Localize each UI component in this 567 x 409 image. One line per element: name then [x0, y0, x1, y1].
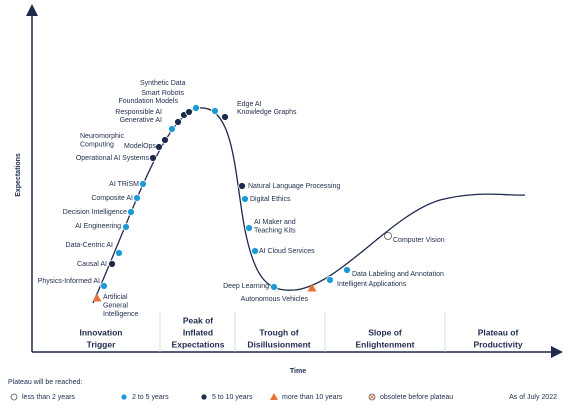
as-of: As of July 2022	[509, 394, 557, 401]
marker	[122, 223, 130, 231]
marker	[384, 232, 392, 240]
legend-title: Plateau will be reached:	[8, 379, 82, 386]
technology-label: AI TRiSM	[109, 181, 139, 188]
phase-label: Inflated	[183, 327, 213, 337]
marker	[251, 247, 259, 255]
phase-label: Expectations	[172, 339, 225, 349]
legend-label: less than 2 years	[22, 394, 75, 401]
marker	[10, 393, 18, 401]
hype-curve	[92, 107, 526, 304]
marker	[92, 293, 102, 302]
y-axis-title: Expectations	[15, 153, 22, 197]
technology-label: Operational AI Systems	[76, 155, 150, 162]
marker	[221, 113, 229, 121]
technology-label: Deep Learning	[223, 283, 269, 290]
technology-label: Causal AI	[77, 261, 107, 268]
technology-label: Teaching Kits	[254, 227, 296, 234]
phase-label: Plateau of	[478, 327, 519, 337]
phase-label: Productivity	[473, 339, 522, 349]
marker	[100, 282, 108, 290]
technology-label: AI Engineering	[75, 223, 121, 230]
marker	[192, 104, 200, 112]
technology-label: General	[103, 302, 128, 309]
marker	[161, 136, 169, 144]
marker	[200, 393, 208, 401]
marker	[238, 182, 246, 190]
technology-label: AI Cloud Services	[259, 248, 315, 255]
technology-label: Smart Robots	[141, 90, 184, 97]
technology-label: Intelligence	[103, 311, 139, 318]
marker	[149, 154, 157, 162]
marker	[174, 118, 182, 126]
marker	[127, 208, 135, 216]
phase-label: Disillusionment	[247, 339, 310, 349]
legend-label: more than 10 years	[282, 394, 343, 401]
technology-label: Foundation Models	[118, 98, 178, 105]
phase-label: Innovation	[80, 327, 123, 337]
technology-label: Autonomous Vehicles	[241, 296, 309, 303]
technology-label: Knowledge Graphs	[237, 109, 297, 116]
technology-label: Artificial	[103, 294, 128, 301]
marker	[155, 143, 163, 151]
marker	[120, 393, 128, 401]
legend-label: 5 to 10 years	[212, 394, 253, 401]
marker	[108, 260, 116, 268]
marker	[168, 125, 176, 133]
marker	[185, 108, 193, 116]
technology-label: Physics-Informed AI	[38, 278, 100, 285]
technology-label: Data Labeling and Annotation	[352, 271, 444, 278]
marker-cross	[369, 394, 375, 400]
marker	[343, 266, 351, 274]
phase-label: Peak of	[183, 315, 213, 325]
phase-label: Trigger	[87, 339, 117, 349]
marker	[326, 276, 334, 284]
marker	[241, 195, 249, 203]
technology-label: Neuromorphic	[80, 133, 124, 140]
phase-label: Slope of	[368, 327, 402, 337]
technology-label: Computing	[80, 141, 114, 148]
phase-label: Trough of	[259, 327, 298, 337]
marker	[139, 180, 147, 188]
technology-label: Edge AI	[237, 101, 262, 108]
marker	[245, 224, 253, 232]
phase-label: Enlightenment	[355, 339, 414, 349]
marker	[270, 393, 278, 400]
marker	[115, 249, 123, 257]
technology-label: Generative AI	[120, 117, 162, 124]
technology-label: Natural Language Processing	[248, 183, 340, 190]
technology-label: Synthetic Data	[140, 80, 186, 87]
technology-label: Intelligent Applications	[337, 281, 407, 288]
marker	[211, 107, 219, 115]
x-axis-title: Time	[290, 368, 306, 375]
marker	[270, 283, 278, 291]
legend-label: obsolete before plateau	[380, 394, 453, 401]
technology-label: Computer Vision	[393, 237, 445, 244]
marker	[307, 283, 317, 292]
phase-dividers	[159, 312, 446, 352]
technology-label: Decision Intelligence	[63, 209, 127, 216]
marker	[133, 194, 141, 202]
technology-label: Composite AI	[91, 195, 133, 202]
legend-label: 2 to 5 years	[132, 394, 169, 401]
technology-label: Data-Centric AI	[66, 242, 114, 249]
technology-label: Digital Ethics	[250, 196, 291, 203]
technology-label: ModelOps	[124, 143, 156, 150]
technology-label: AI Maker and	[254, 219, 296, 226]
technology-label: Responsible AI	[115, 109, 162, 116]
